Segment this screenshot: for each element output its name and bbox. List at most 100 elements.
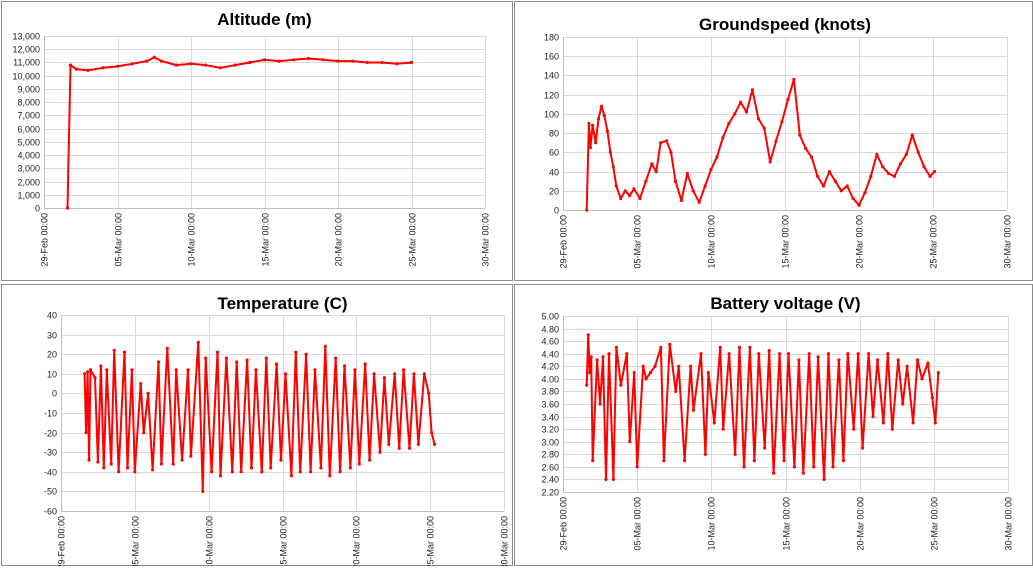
data-point bbox=[837, 358, 841, 362]
y-tick-label: 3.00 bbox=[541, 438, 559, 448]
data-point bbox=[833, 179, 837, 183]
data-point bbox=[595, 358, 599, 362]
data-point bbox=[277, 59, 281, 63]
data-point bbox=[607, 352, 611, 356]
x-tick-label: 05-Mar 00:00 bbox=[633, 497, 643, 551]
data-point bbox=[635, 465, 639, 469]
data-point bbox=[294, 350, 298, 354]
data-point bbox=[591, 123, 595, 127]
data-point bbox=[102, 466, 106, 470]
data-point bbox=[611, 477, 616, 481]
y-tick-label: 2.80 bbox=[541, 450, 559, 460]
data-point bbox=[614, 345, 619, 349]
x-tick-label: 20-Mar 00:00 bbox=[856, 497, 866, 551]
series-line bbox=[585, 78, 936, 211]
data-point bbox=[863, 191, 867, 195]
data-point bbox=[792, 77, 796, 81]
data-point bbox=[816, 174, 820, 178]
y-tick-label: -30 bbox=[44, 448, 57, 458]
data-point bbox=[130, 368, 134, 372]
data-point bbox=[916, 150, 920, 154]
data-point bbox=[201, 489, 205, 493]
data-point bbox=[727, 121, 731, 126]
data-point bbox=[772, 471, 776, 475]
data-point bbox=[928, 174, 932, 178]
data-point bbox=[598, 402, 602, 406]
data-point bbox=[926, 361, 930, 365]
data-point bbox=[890, 427, 894, 431]
data-point bbox=[275, 362, 279, 366]
data-point bbox=[587, 121, 591, 126]
y-tick-label: 3.80 bbox=[541, 387, 559, 397]
data-point bbox=[718, 345, 722, 349]
data-point bbox=[180, 458, 184, 462]
y-tick-label: 3.60 bbox=[541, 400, 559, 410]
data-point bbox=[797, 358, 801, 362]
x-tick-label: 05-Mar 00:00 bbox=[633, 215, 643, 269]
data-point bbox=[936, 371, 940, 375]
y-tick-label: 40 bbox=[47, 311, 57, 321]
y-tick-label: 40 bbox=[549, 168, 559, 178]
data-point bbox=[159, 462, 163, 466]
data-point bbox=[846, 352, 850, 356]
data-point bbox=[68, 63, 73, 67]
y-tick-label: 6,000 bbox=[17, 125, 40, 135]
data-point bbox=[920, 377, 924, 381]
y-tick-label: 2.60 bbox=[541, 463, 559, 473]
data-point bbox=[691, 189, 695, 193]
y-tick-label: 3,000 bbox=[17, 164, 40, 174]
y-tick-label: 180 bbox=[544, 33, 559, 43]
data-point bbox=[65, 206, 70, 210]
y-tick-label: 5.00 bbox=[541, 312, 559, 322]
data-point bbox=[101, 66, 105, 70]
data-point bbox=[604, 477, 608, 481]
data-point bbox=[189, 62, 193, 66]
data-point bbox=[218, 474, 223, 478]
data-point bbox=[204, 356, 208, 360]
data-point bbox=[338, 470, 342, 474]
data-point bbox=[588, 145, 593, 150]
data-point bbox=[780, 120, 784, 124]
data-point bbox=[160, 59, 164, 63]
data-point bbox=[133, 470, 137, 474]
data-point bbox=[856, 352, 860, 356]
data-point bbox=[703, 452, 708, 456]
data-point bbox=[105, 368, 109, 372]
data-point bbox=[611, 165, 615, 169]
data-point bbox=[653, 364, 657, 368]
y-tick-label: 7,000 bbox=[17, 111, 40, 121]
data-point bbox=[248, 60, 252, 65]
data-point bbox=[861, 446, 865, 450]
data-point bbox=[328, 474, 332, 478]
y-tick-label: 120 bbox=[544, 91, 559, 101]
data-point bbox=[233, 63, 237, 67]
data-point bbox=[683, 459, 687, 463]
data-point bbox=[930, 396, 934, 400]
data-point bbox=[210, 470, 214, 474]
data-point bbox=[650, 162, 654, 166]
y-tick-label: 30 bbox=[47, 331, 57, 341]
data-point bbox=[709, 168, 713, 172]
data-point bbox=[904, 152, 909, 156]
data-point bbox=[756, 117, 761, 121]
data-point bbox=[336, 59, 340, 63]
data-point bbox=[721, 136, 725, 140]
data-point bbox=[875, 152, 879, 156]
y-tick-label: -60 bbox=[44, 507, 57, 517]
x-tick-label: 10-Mar 00:00 bbox=[205, 516, 215, 566]
data-point bbox=[289, 474, 293, 478]
y-tick-label: 10,000 bbox=[12, 72, 40, 82]
data-point bbox=[125, 466, 130, 470]
data-point bbox=[262, 58, 267, 62]
chart-4: Battery voltage (V) 2.20 2.40 2.60 2.80 3.00 3… bbox=[514, 284, 1033, 566]
data-point bbox=[757, 352, 761, 356]
data-point bbox=[905, 364, 909, 368]
data-point bbox=[245, 358, 249, 362]
data-point bbox=[87, 458, 91, 462]
data-point bbox=[869, 174, 873, 178]
data-point bbox=[752, 459, 757, 463]
data-point bbox=[307, 56, 311, 61]
x-tick-label: 29-Feb 00:00 bbox=[559, 497, 569, 551]
data-point bbox=[750, 88, 755, 92]
data-point bbox=[852, 427, 856, 431]
